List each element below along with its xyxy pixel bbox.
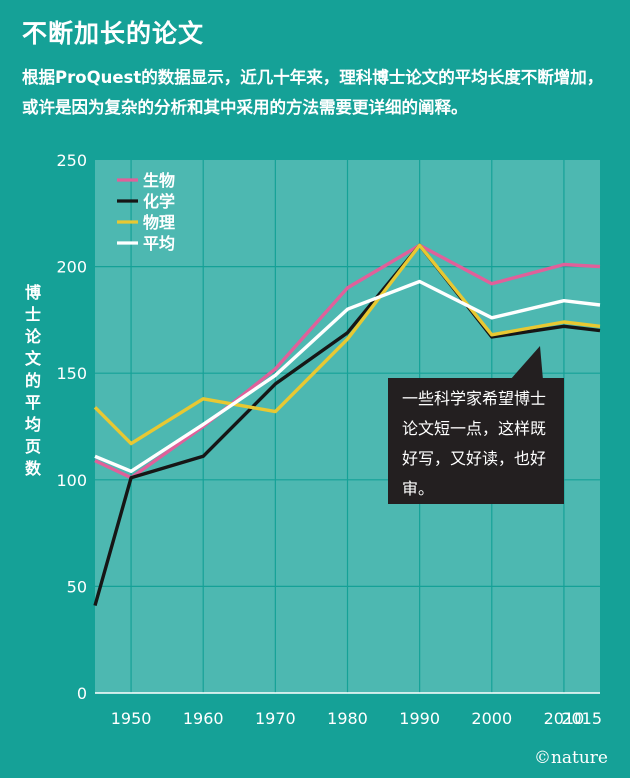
callout-box: 一些科学家希望博士论文短一点，这样既好写，又好读，也好审。: [388, 378, 564, 504]
series-lines: [93, 243, 601, 607]
y-tick-label: 50: [67, 577, 87, 596]
y-axis-label: 博士论文的平均页数: [24, 283, 41, 478]
page-subtitle: 根据ProQuest的数据显示，近几十年来，理科博士论文的平均长度不断增加，或许…: [22, 68, 604, 117]
callout-pointer: [510, 346, 543, 380]
y-tick-label: 200: [56, 258, 87, 277]
nature-logo: ©nature: [533, 748, 608, 768]
legend-label: 物理: [143, 213, 175, 232]
series-line-1: [93, 243, 601, 607]
x-tick-label: 1990: [399, 709, 440, 728]
y-tick-label: 150: [56, 364, 87, 383]
y-tick-label: 0: [77, 684, 87, 703]
y-tick-labels: 0 50 100 150 200 250: [56, 151, 87, 703]
legend-label: 平均: [143, 234, 175, 253]
x-tick-label: 2015: [561, 709, 602, 728]
series-line-2: [93, 243, 601, 446]
legend-label: 生物: [143, 171, 175, 190]
x-tick-label: 1950: [111, 709, 152, 728]
x-tick-label: 1960: [183, 709, 224, 728]
y-tick-label: 250: [56, 151, 87, 170]
series-line-3: [94, 279, 601, 473]
x-tick-label: 1970: [255, 709, 296, 728]
x-tick-label: 1980: [327, 709, 368, 728]
x-tick-label: 2010: [544, 709, 585, 728]
page-title: 不断加长的论文: [22, 19, 205, 48]
legend-label: 化学: [143, 192, 175, 211]
y-tick-label: 100: [56, 471, 87, 490]
x-tick-label: 2000: [471, 709, 512, 728]
series-line-0: [94, 243, 601, 480]
